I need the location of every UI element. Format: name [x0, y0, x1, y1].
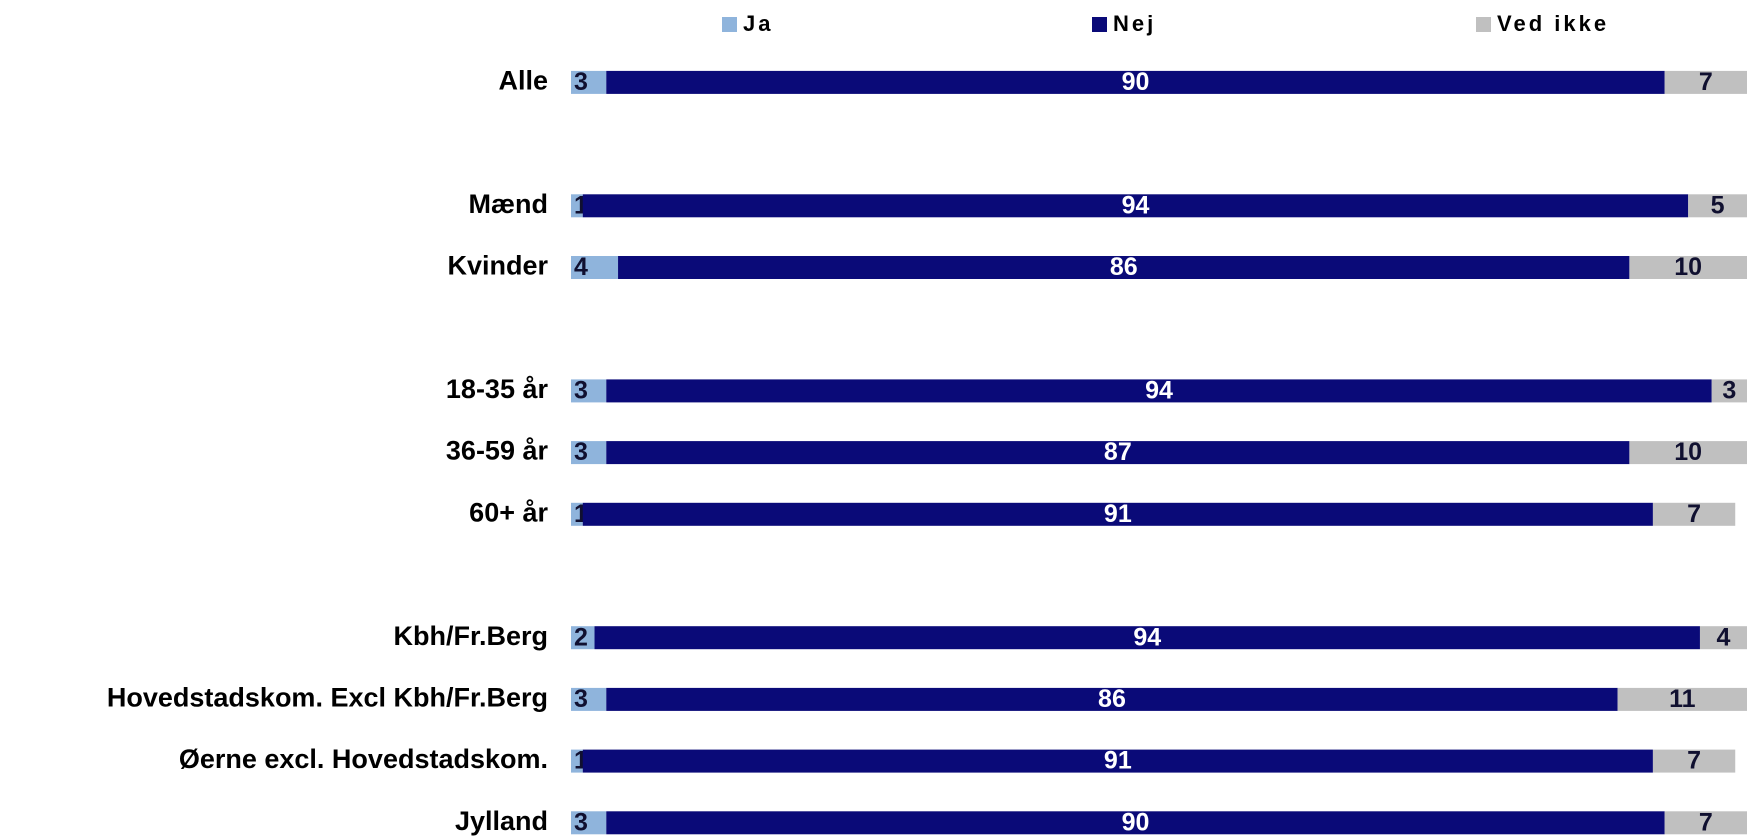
value-label: 91	[1104, 500, 1132, 528]
bar-segment	[571, 379, 607, 403]
bar-segment	[606, 441, 1630, 465]
value-label: 7	[1699, 68, 1713, 96]
bar-segment	[571, 194, 583, 218]
value-label: 7	[1687, 500, 1701, 528]
bar-segment	[1617, 687, 1747, 711]
bar-segment	[1688, 194, 1747, 218]
category-label: Jylland	[455, 806, 548, 836]
value-label: 5	[1711, 191, 1725, 219]
category-label: 18-35 år	[446, 374, 549, 404]
bar-segment	[1629, 441, 1747, 465]
bar-segment	[606, 379, 1712, 403]
value-label: 3	[574, 438, 588, 466]
bar-segment	[571, 811, 607, 835]
value-label: 94	[1122, 191, 1150, 219]
bar-segment	[571, 626, 595, 650]
value-label: 3	[574, 808, 588, 836]
bar-segment	[571, 70, 607, 94]
bar-segment	[582, 749, 1653, 773]
value-label: 3	[574, 377, 588, 405]
bar-segment	[1664, 70, 1747, 94]
category-label: Øerne excl. Hovedstadskom.	[179, 744, 548, 774]
legend-label: Ja	[743, 11, 773, 36]
bar-segment	[582, 502, 1653, 526]
value-label: 10	[1674, 438, 1702, 466]
legend-swatch	[1476, 17, 1491, 32]
legend-swatch	[722, 17, 737, 32]
bar-segment	[1629, 256, 1747, 279]
value-label: 86	[1098, 685, 1126, 713]
value-label: 86	[1110, 253, 1138, 281]
value-label: 7	[1699, 808, 1713, 836]
value-label: 2	[574, 623, 588, 651]
value-label: 11	[1669, 685, 1696, 713]
value-label: 87	[1104, 438, 1132, 466]
value-label: 90	[1122, 808, 1150, 836]
value-label: 3	[574, 685, 588, 713]
bar-segment	[571, 749, 583, 773]
bar-segment	[582, 194, 1689, 218]
legend-swatch	[1092, 17, 1107, 32]
bar-segment	[606, 70, 1665, 94]
category-label: Kbh/Fr.Berg	[393, 621, 548, 651]
category-label: Hovedstadskom. Excl Kbh/Fr.Berg	[107, 683, 548, 713]
bar-segment	[1711, 379, 1747, 403]
legend-label: Nej	[1113, 11, 1156, 36]
category-label: 36-59 år	[446, 436, 549, 466]
value-label: 91	[1104, 747, 1132, 775]
category-label: Mænd	[469, 189, 548, 219]
value-label: 90	[1122, 68, 1150, 96]
value-label: 3	[574, 68, 588, 96]
bar-segment	[571, 502, 583, 526]
bar-segment	[606, 687, 1618, 711]
bar-segment	[606, 811, 1665, 835]
bar-segment	[1699, 626, 1747, 650]
category-label: Kvinder	[447, 251, 548, 281]
bar-segment	[571, 441, 607, 465]
value-label: 94	[1133, 623, 1161, 651]
bar-segment	[1652, 502, 1736, 526]
value-label: 10	[1674, 253, 1702, 281]
bar-segment	[594, 626, 1700, 650]
bar-segment	[1664, 811, 1747, 835]
bar-segment	[571, 687, 607, 711]
value-label: 94	[1145, 377, 1173, 405]
bar-segment	[618, 256, 1630, 279]
value-label: 4	[1717, 623, 1731, 651]
value-label: 3	[1722, 377, 1736, 405]
value-label: 7	[1687, 747, 1701, 775]
category-label: 60+ år	[469, 497, 548, 527]
category-label: Alle	[498, 66, 548, 96]
value-label: 4	[574, 253, 588, 281]
legend-label: Ved ikke	[1497, 11, 1609, 36]
bar-segment	[1652, 749, 1736, 773]
bar-segment	[571, 256, 619, 279]
